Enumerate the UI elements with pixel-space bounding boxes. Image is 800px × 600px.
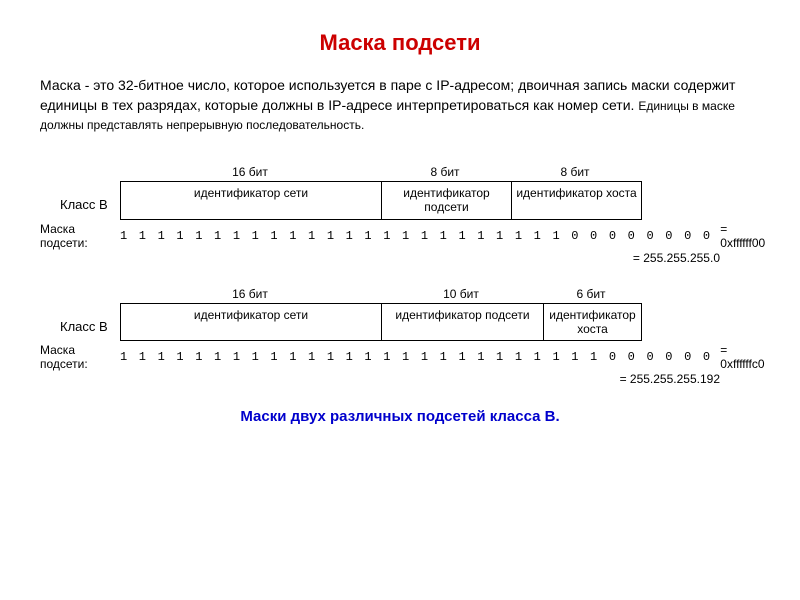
bits-label: 6 бит bbox=[542, 287, 640, 303]
diagram-wrap: 16 бит8 бит8 битКласс Видентификатор сет… bbox=[40, 165, 760, 220]
identifier-cell: идентификатор хоста bbox=[543, 304, 641, 341]
bits-label: 8 бит bbox=[380, 165, 510, 181]
identifier-cell: идентификатор сети bbox=[121, 304, 381, 341]
mask-row: Маска подсети:1 1 1 1 1 1 1 1 1 1 1 1 1 … bbox=[40, 343, 760, 371]
identifier-row: идентификатор сетиидентификатор подсетии… bbox=[120, 181, 642, 220]
mask-label: Маска подсети: bbox=[40, 222, 120, 250]
class-label: Класс В bbox=[60, 319, 108, 334]
identifier-cell: идентификатор хоста bbox=[511, 182, 641, 219]
identifier-cell: идентификатор подсети bbox=[381, 182, 511, 219]
mask-decimal: = 255.255.255.0 bbox=[40, 251, 720, 265]
mask-hex: = 0xffffffc0 bbox=[720, 343, 764, 371]
mask-hex: = 0xffffff00 bbox=[720, 222, 765, 250]
bits-label: 16 бит bbox=[120, 287, 380, 303]
class-label: Класс В bbox=[60, 197, 108, 212]
mask-bits: 1 1 1 1 1 1 1 1 1 1 1 1 1 1 1 1 1 1 1 1 … bbox=[120, 350, 712, 364]
diagram-wrap: 16 бит10 бит6 бит Класс В идентификатор се… bbox=[40, 287, 760, 342]
description-main: Маска - это 32-битное число, которое исп… bbox=[40, 77, 735, 113]
mask-row: Маска подсети:1 1 1 1 1 1 1 1 1 1 1 1 1 … bbox=[40, 222, 760, 250]
page-title: Маска подсети bbox=[40, 30, 760, 56]
identifier-cell: идентификатор подсети bbox=[381, 304, 543, 341]
bits-header-row: 16 бит10 бит6 бит bbox=[120, 287, 760, 303]
mask-bits: 1 1 1 1 1 1 1 1 1 1 1 1 1 1 1 1 1 1 1 1 … bbox=[120, 229, 712, 243]
bits-label: 10 бит bbox=[380, 287, 542, 303]
footer-caption: Маски двух различных подсетей класса В. bbox=[40, 408, 760, 425]
bits-label: 8 бит bbox=[510, 165, 640, 181]
bits-label: 16 бит bbox=[120, 165, 380, 181]
description: Маска - это 32-битное число, которое исп… bbox=[40, 76, 760, 135]
identifier-row: идентификатор сетиидентификатор подсетии… bbox=[120, 303, 642, 342]
diagrams-container: 16 бит8 бит8 битКласс Видентификатор сет… bbox=[40, 165, 760, 387]
identifier-cell: идентификатор сети bbox=[121, 182, 381, 219]
diagram-block: 16 бит10 бит6 бит Класс В идентификатор се… bbox=[40, 287, 760, 387]
mask-decimal: = 255.255.255.192 bbox=[40, 372, 720, 386]
mask-label: Маска подсети: bbox=[40, 343, 120, 371]
bits-header-row: 16 бит8 бит8 бит bbox=[120, 165, 760, 181]
diagram-block: 16 бит8 бит8 битКласс Видентификатор сет… bbox=[40, 165, 760, 265]
